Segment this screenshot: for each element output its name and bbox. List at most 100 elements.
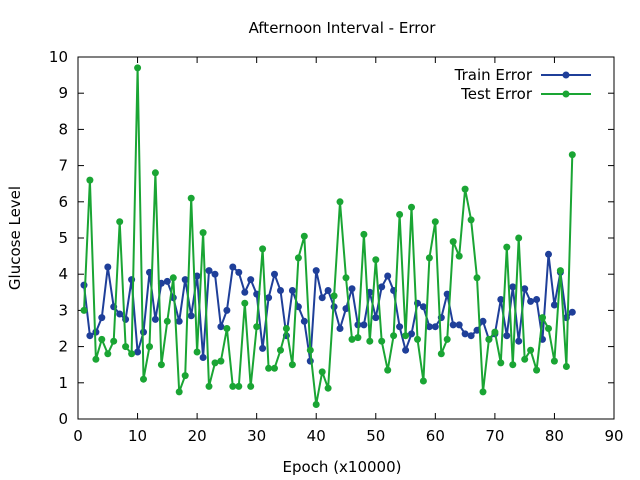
data-point-test	[521, 355, 529, 363]
data-point-train	[163, 277, 171, 285]
data-point-train	[277, 287, 284, 294]
data-point-test	[556, 267, 564, 275]
data-point-train	[134, 348, 142, 356]
y-tick-label: 6	[58, 193, 68, 211]
data-point-test	[134, 64, 142, 72]
data-point-train	[175, 317, 183, 325]
data-point-test	[437, 350, 445, 358]
x-tick-label: 0	[73, 427, 83, 445]
y-tick-label: 2	[58, 338, 68, 356]
data-point-train	[288, 287, 296, 294]
data-point-train	[223, 306, 231, 314]
legend-marker-test	[562, 90, 570, 98]
data-point-test	[318, 368, 326, 376]
data-point-test	[497, 359, 505, 367]
series-layer	[80, 64, 576, 408]
data-point-test	[253, 323, 261, 331]
data-point-train	[229, 263, 237, 271]
data-point-test	[479, 388, 487, 396]
data-point-train	[336, 325, 344, 332]
data-point-train	[247, 276, 255, 284]
x-tick-label: 50	[366, 427, 385, 445]
data-point-test	[116, 218, 124, 226]
data-point-test	[503, 243, 511, 251]
data-point-test	[217, 357, 225, 365]
data-point-test	[128, 350, 136, 358]
data-point-test	[473, 274, 481, 282]
legend-label-test: Test Error	[460, 85, 533, 103]
x-axis-label: Epoch (x10000)	[283, 458, 402, 476]
y-tick-label: 9	[58, 84, 68, 102]
data-point-train	[312, 267, 320, 275]
data-point-train	[431, 323, 439, 331]
data-point-train	[348, 285, 356, 293]
data-point-test	[98, 335, 106, 343]
data-point-train	[122, 315, 130, 323]
data-point-test	[431, 218, 439, 226]
data-point-train	[235, 268, 243, 276]
data-point-test	[110, 337, 118, 345]
data-point-test	[402, 332, 410, 340]
data-point-test	[515, 234, 523, 242]
legend: Train Error Test Error	[454, 66, 591, 103]
data-point-train	[479, 317, 487, 325]
data-point-train	[342, 305, 350, 313]
data-point-test	[205, 382, 213, 390]
x-tick-label: 80	[545, 427, 564, 445]
data-point-test	[300, 232, 308, 240]
data-point-train	[425, 323, 433, 331]
data-point-train	[497, 296, 505, 303]
data-point-test	[277, 346, 284, 354]
data-point-test	[539, 314, 546, 322]
data-point-test	[378, 337, 386, 345]
data-point-test	[312, 401, 320, 408]
data-point-train	[372, 314, 380, 322]
y-tick-label: 10	[49, 48, 68, 66]
y-axis-label: Glucose Level	[6, 186, 24, 290]
data-point-test	[443, 335, 451, 343]
data-point-train	[241, 288, 249, 296]
x-tick-label: 70	[485, 427, 504, 445]
data-point-test	[455, 252, 463, 260]
data-point-train	[402, 346, 410, 354]
data-point-test	[562, 363, 570, 370]
data-point-test	[384, 366, 392, 374]
data-point-train	[193, 272, 201, 280]
data-point-train	[217, 323, 225, 331]
data-point-train	[324, 287, 332, 294]
data-point-test	[390, 332, 398, 340]
data-point-test	[92, 355, 100, 363]
data-point-test	[545, 325, 552, 332]
x-tick-label: 10	[128, 427, 147, 445]
data-point-test	[175, 388, 183, 396]
data-point-test	[163, 317, 171, 325]
data-point-test	[86, 176, 94, 184]
data-point-train	[187, 312, 195, 320]
data-point-test	[342, 274, 350, 282]
x-tick-label: 60	[426, 427, 445, 445]
data-point-test	[425, 254, 433, 262]
data-point-test	[146, 343, 153, 351]
data-point-test	[527, 346, 535, 354]
data-point-test	[282, 325, 290, 332]
y-tick-label: 3	[58, 301, 68, 319]
data-point-train	[568, 308, 576, 316]
data-point-test	[223, 325, 231, 332]
data-point-test	[467, 216, 475, 224]
data-point-train	[545, 250, 552, 258]
data-point-test	[80, 306, 88, 314]
legend-marker-train	[562, 71, 570, 79]
data-point-train	[408, 330, 415, 338]
data-point-train	[419, 303, 427, 311]
data-point-train	[503, 332, 511, 340]
data-point-test	[330, 292, 338, 300]
data-point-test	[211, 359, 219, 367]
data-point-train	[151, 315, 159, 323]
data-point-test	[396, 211, 404, 218]
data-point-test	[509, 361, 517, 369]
y-tick-label: 7	[58, 157, 68, 175]
data-point-train	[360, 321, 368, 329]
data-point-test	[157, 361, 165, 369]
data-point-test	[336, 198, 344, 206]
data-point-test	[449, 238, 457, 246]
